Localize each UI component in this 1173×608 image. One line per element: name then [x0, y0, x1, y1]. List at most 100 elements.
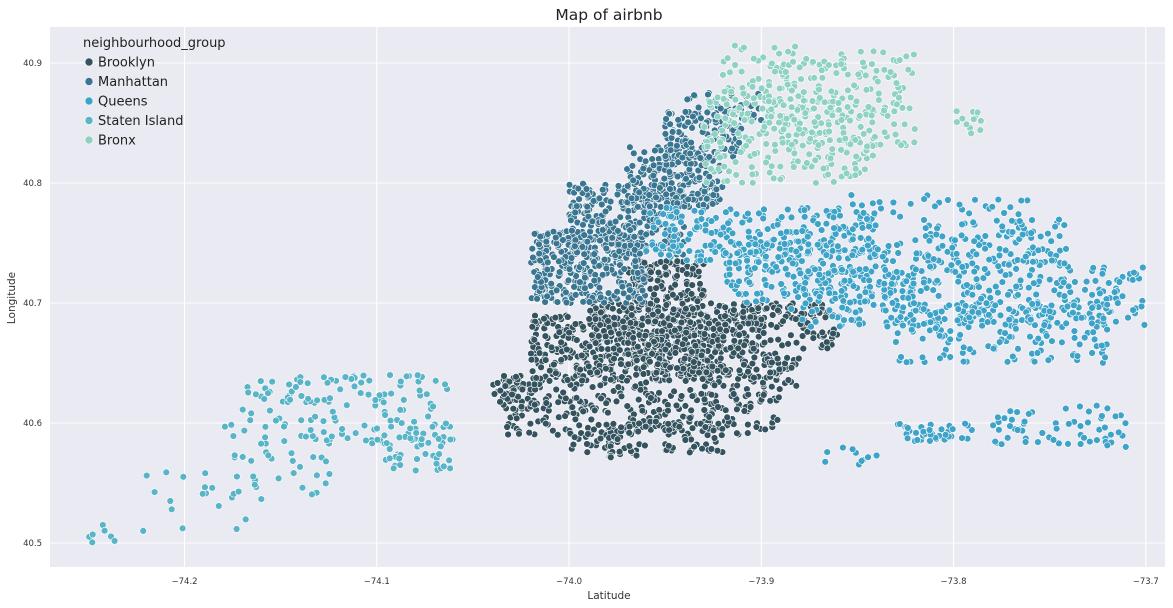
data-point — [532, 374, 540, 382]
data-point — [1070, 334, 1079, 342]
data-point — [517, 403, 526, 411]
data-point — [545, 377, 554, 385]
data-point — [748, 325, 757, 334]
data-point — [722, 327, 730, 335]
data-point — [380, 398, 388, 406]
data-point — [654, 360, 662, 368]
data-point — [970, 237, 978, 245]
data-point — [574, 184, 582, 193]
data-point — [840, 246, 849, 254]
data-point — [707, 241, 715, 249]
data-point — [1042, 332, 1051, 340]
data-point — [773, 416, 782, 424]
data-point — [1014, 210, 1023, 218]
data-point — [815, 293, 824, 301]
data-point — [898, 287, 907, 295]
data-point — [664, 407, 672, 415]
data-point — [844, 86, 852, 95]
data-point — [766, 368, 774, 377]
data-point — [948, 244, 956, 252]
data-point — [877, 204, 885, 213]
data-point — [583, 440, 591, 448]
data-point — [1027, 229, 1035, 237]
data-point — [639, 363, 648, 371]
data-point — [890, 120, 898, 128]
data-point — [386, 445, 394, 453]
data-point — [579, 221, 587, 229]
data-point — [786, 95, 795, 103]
data-point — [641, 157, 650, 165]
data-point — [289, 457, 297, 465]
data-point — [907, 326, 916, 334]
data-point — [776, 175, 785, 184]
data-point — [400, 396, 408, 404]
data-point — [640, 259, 649, 267]
data-point — [884, 242, 893, 250]
data-point — [851, 308, 860, 316]
data-point — [608, 234, 616, 242]
data-point — [493, 379, 502, 387]
data-point — [744, 390, 752, 399]
data-point — [708, 200, 717, 208]
data-point — [1096, 289, 1104, 298]
data-point — [858, 201, 866, 210]
data-point — [796, 269, 805, 278]
data-point — [730, 306, 738, 314]
data-point — [710, 381, 719, 389]
data-point — [609, 420, 618, 428]
data-point — [998, 222, 1006, 231]
data-point — [794, 293, 802, 301]
data-point — [610, 314, 618, 322]
data-point — [972, 250, 981, 259]
data-point — [682, 328, 690, 337]
data-point — [920, 320, 928, 328]
data-point — [937, 307, 946, 316]
data-point — [535, 349, 544, 357]
data-point — [864, 453, 872, 461]
data-point — [424, 439, 433, 447]
data-point — [343, 434, 352, 442]
data-point — [657, 250, 665, 259]
data-point — [705, 413, 713, 421]
legend-marker — [84, 135, 94, 145]
data-point — [689, 305, 697, 313]
data-point — [881, 293, 889, 301]
data-point — [723, 413, 731, 421]
data-point — [862, 86, 871, 94]
data-point — [688, 348, 696, 356]
y-tick-label: 40.9 — [23, 59, 42, 69]
data-point — [744, 319, 753, 328]
x-tick-label: −73.8 — [941, 577, 967, 587]
data-point — [1092, 402, 1101, 410]
data-point — [912, 249, 921, 258]
data-point — [838, 266, 846, 274]
data-point — [386, 416, 395, 425]
data-point — [729, 110, 737, 119]
data-point — [544, 258, 552, 266]
data-point — [1001, 246, 1010, 255]
data-point — [731, 61, 739, 69]
data-point — [525, 429, 533, 437]
data-point — [967, 129, 975, 138]
data-point — [904, 294, 912, 302]
data-point — [687, 290, 696, 298]
data-point — [575, 195, 583, 203]
data-point — [759, 214, 767, 223]
data-point — [748, 83, 757, 91]
data-point — [879, 252, 887, 261]
data-point — [836, 322, 844, 330]
legend-marker — [84, 96, 94, 106]
data-point — [644, 341, 653, 349]
data-point — [743, 298, 751, 307]
data-point — [867, 111, 876, 120]
data-point — [716, 230, 725, 239]
data-point — [900, 120, 909, 129]
data-point — [810, 104, 818, 113]
data-point — [661, 130, 670, 138]
data-point — [966, 345, 974, 353]
data-point — [806, 135, 814, 143]
data-point — [552, 385, 560, 394]
data-point — [654, 268, 663, 277]
data-point — [1076, 440, 1085, 448]
